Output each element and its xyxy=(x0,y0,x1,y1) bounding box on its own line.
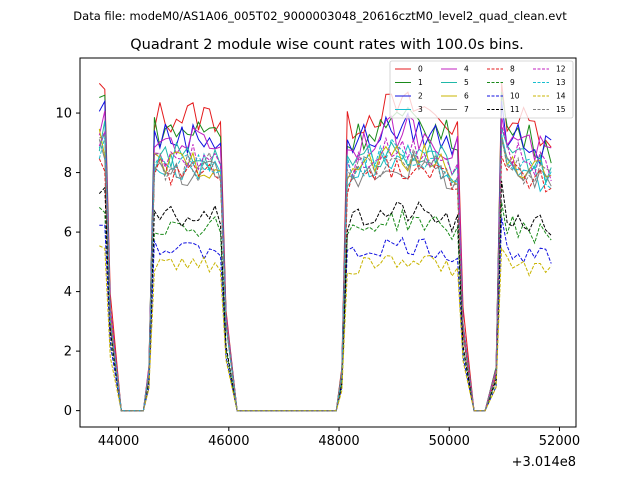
legend-label-12: 12 xyxy=(556,65,566,74)
legend-label-14: 14 xyxy=(556,92,566,101)
y-tick-label: 8 xyxy=(64,166,72,181)
legend-label-0: 0 xyxy=(418,65,423,74)
series-line-11 xyxy=(98,180,552,412)
legend-label-8: 8 xyxy=(510,65,515,74)
plot-frame xyxy=(79,57,577,428)
series-line-8 xyxy=(98,155,552,412)
legend-label-9: 9 xyxy=(510,78,515,87)
x-offset-label: +3.014e8 xyxy=(512,455,576,470)
series-line-3 xyxy=(98,132,552,412)
x-tick-label: 44000 xyxy=(98,434,139,449)
legend-frame xyxy=(389,60,574,119)
y-tick-label: 6 xyxy=(64,226,72,241)
series-line-15 xyxy=(99,134,552,412)
series-line-2 xyxy=(98,99,552,412)
legend-label-7: 7 xyxy=(464,105,469,114)
series-line-6 xyxy=(98,128,552,412)
legend-label-3: 3 xyxy=(418,105,423,114)
suptitle: Data file: modeM0/AS1A06_005T02_90000030… xyxy=(73,9,567,23)
series-line-5 xyxy=(98,120,552,412)
data-layer xyxy=(98,82,552,412)
series-line-4 xyxy=(98,110,552,412)
legend-label-1: 1 xyxy=(418,78,423,87)
y-tick-label: 10 xyxy=(55,107,72,122)
series-line-0 xyxy=(98,82,552,412)
chart-title: Quadrant 2 module wise count rates with … xyxy=(130,37,524,53)
series-line-7 xyxy=(98,139,552,412)
legend-label-15: 15 xyxy=(556,105,566,114)
legend-label-5: 5 xyxy=(464,78,469,87)
series-line-10 xyxy=(99,217,552,412)
x-tick-label: 46000 xyxy=(208,434,249,449)
legend-label-2: 2 xyxy=(418,92,423,101)
legend-label-6: 6 xyxy=(464,92,469,101)
ticks-layer: 44000 46000 48000 50000 52000 0 2 4 6 8 10 xyxy=(55,107,580,449)
x-tick-label: 52000 xyxy=(539,434,580,449)
legend-label-10: 10 xyxy=(510,92,520,101)
y-tick-label: 2 xyxy=(64,345,72,360)
series-line-14 xyxy=(99,245,552,412)
series-line-9 xyxy=(98,202,552,412)
y-tick-label: 0 xyxy=(64,404,72,419)
x-tick-label: 50000 xyxy=(429,434,470,449)
legend-label-11: 11 xyxy=(510,105,520,114)
legend-label-4: 4 xyxy=(464,65,469,74)
legend-label-13: 13 xyxy=(556,78,566,87)
x-tick-label: 48000 xyxy=(318,434,359,449)
y-tick-label: 4 xyxy=(64,285,72,300)
